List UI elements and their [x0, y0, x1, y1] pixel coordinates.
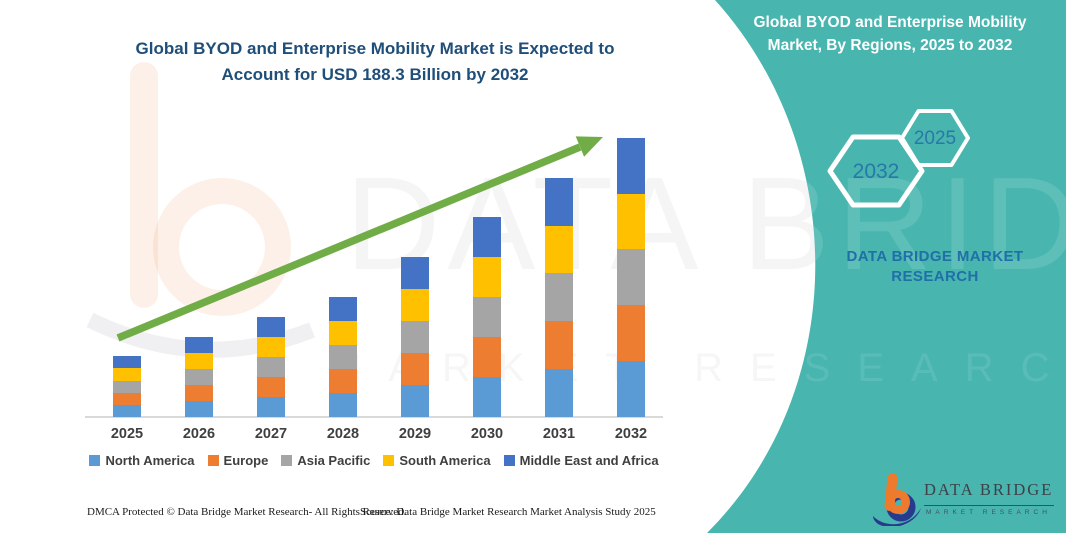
- segment-asia-pacific: [617, 249, 645, 306]
- brand-text-line1: DATA BRIDGE MARKET: [846, 248, 1024, 265]
- legend-swatch-icon: [89, 455, 101, 466]
- segment-europe: [473, 337, 501, 377]
- segment-south-america: [401, 289, 429, 321]
- segment-south-america: [545, 225, 573, 274]
- x-label-2026: 2026: [182, 426, 216, 442]
- chart-title-line2: Account for USD 188.3 Billion by 2032: [221, 65, 529, 84]
- segment-asia-pacific: [257, 357, 285, 377]
- brand-text: DATA BRIDGE MARKET RESEARCH: [818, 247, 1052, 287]
- bar-2031: [545, 177, 573, 417]
- segment-north-america: [617, 361, 645, 417]
- legend-swatch-icon: [207, 455, 219, 466]
- logo-b-icon: [873, 473, 921, 526]
- legend-label: Middle East and Africa: [519, 453, 659, 468]
- segment-south-america: [185, 353, 213, 369]
- right-panel-title: Global BYOD and Enterprise Mobility Mark…: [720, 11, 1060, 57]
- segment-middle-east-and-africa: [545, 177, 573, 226]
- segment-asia-pacific: [473, 297, 501, 337]
- right-panel-title-line2: Market, By Regions, 2025 to 2032: [767, 37, 1013, 54]
- footer-source-text: Source: Data Bridge Market Research Mark…: [360, 506, 656, 518]
- segment-europe: [545, 321, 573, 370]
- chart-legend: North America Europe Asia Pacific South Ame…: [85, 453, 663, 468]
- bar-2028: [329, 297, 357, 417]
- company-logo: DATA BRIDGE MARKET RESEARCH: [862, 462, 1062, 528]
- legend-label: Asia Pacific: [297, 453, 371, 468]
- legend-item-middle-east-and-africa: Middle East and Africa: [503, 453, 659, 468]
- segment-europe: [185, 385, 213, 401]
- segment-asia-pacific: [113, 380, 141, 393]
- trend-arrow-head: [575, 136, 603, 157]
- x-label-2031: 2031: [542, 426, 576, 442]
- segment-middle-east-and-africa: [257, 317, 285, 337]
- x-label-2028: 2028: [326, 426, 360, 442]
- segment-europe: [401, 353, 429, 385]
- x-axis-labels: 2025 2026 2027 2028 2029 2030 2031 2032: [0, 426, 700, 446]
- segment-europe: [617, 305, 645, 362]
- legend-label: North America: [105, 453, 195, 468]
- segment-north-america: [473, 377, 501, 417]
- bar-2032: [617, 137, 645, 417]
- x-axis-line: [85, 416, 663, 418]
- segment-asia-pacific: [401, 321, 429, 353]
- x-label-2032: 2032: [614, 426, 648, 442]
- x-label-2030: 2030: [470, 426, 504, 442]
- bar-2027: [257, 317, 285, 417]
- segment-europe: [257, 377, 285, 397]
- segment-middle-east-and-africa: [473, 217, 501, 257]
- segment-asia-pacific: [545, 273, 573, 322]
- legend-swatch-icon: [281, 455, 293, 466]
- x-label-2025: 2025: [110, 426, 144, 442]
- trend-arrow-line: [116, 143, 582, 342]
- legend-label: Europe: [223, 453, 269, 468]
- segment-europe: [329, 369, 357, 393]
- segment-middle-east-and-africa: [401, 257, 429, 289]
- x-label-2029: 2029: [398, 426, 432, 442]
- segment-north-america: [401, 385, 429, 417]
- bar-2030: [473, 217, 501, 417]
- chart-title-line1: Global BYOD and Enterprise Mobility Mark…: [135, 39, 615, 58]
- legend-item-asia-pacific: Asia Pacific: [281, 453, 370, 468]
- bar-2026: [185, 337, 213, 417]
- logo-title: DATA BRIDGE: [924, 480, 1054, 506]
- legend-item-south-america: South America: [383, 453, 491, 468]
- chart-title: Global BYOD and Enterprise Mobility Mark…: [95, 36, 655, 88]
- legend-swatch-icon: [383, 455, 395, 466]
- right-panel-title-line1: Global BYOD and Enterprise Mobility: [753, 14, 1027, 31]
- segment-asia-pacific: [329, 345, 357, 369]
- segment-south-america: [329, 321, 357, 345]
- segment-middle-east-and-africa: [185, 337, 213, 353]
- legend-swatch-icon: [503, 455, 515, 466]
- legend-item-north-america: North America: [89, 453, 195, 468]
- segment-middle-east-and-africa: [617, 137, 645, 194]
- segment-middle-east-and-africa: [329, 297, 357, 321]
- brand-text-line2: RESEARCH: [891, 268, 979, 285]
- footer-dmca-text: DMCA Protected © Data Bridge Market Rese…: [87, 506, 407, 518]
- segment-north-america: [257, 397, 285, 417]
- logo-subtitle: MARKET RESEARCH: [926, 509, 1051, 516]
- bar-2025: [113, 356, 141, 417]
- segment-south-america: [473, 257, 501, 297]
- segment-north-america: [185, 401, 213, 417]
- x-label-2027: 2027: [254, 426, 288, 442]
- hexagon-year-2032: 2032: [852, 160, 900, 183]
- segment-south-america: [113, 368, 141, 381]
- bar-2029: [401, 257, 429, 417]
- segment-middle-east-and-africa: [113, 356, 141, 369]
- segment-asia-pacific: [185, 369, 213, 385]
- legend-label: South America: [399, 453, 491, 468]
- legend-item-europe: Europe: [207, 453, 269, 468]
- segment-south-america: [257, 337, 285, 357]
- segment-north-america: [545, 369, 573, 417]
- segment-south-america: [617, 193, 645, 250]
- segment-europe: [113, 392, 141, 405]
- hexagon-year-2025: 2025: [913, 128, 957, 149]
- segment-north-america: [329, 393, 357, 417]
